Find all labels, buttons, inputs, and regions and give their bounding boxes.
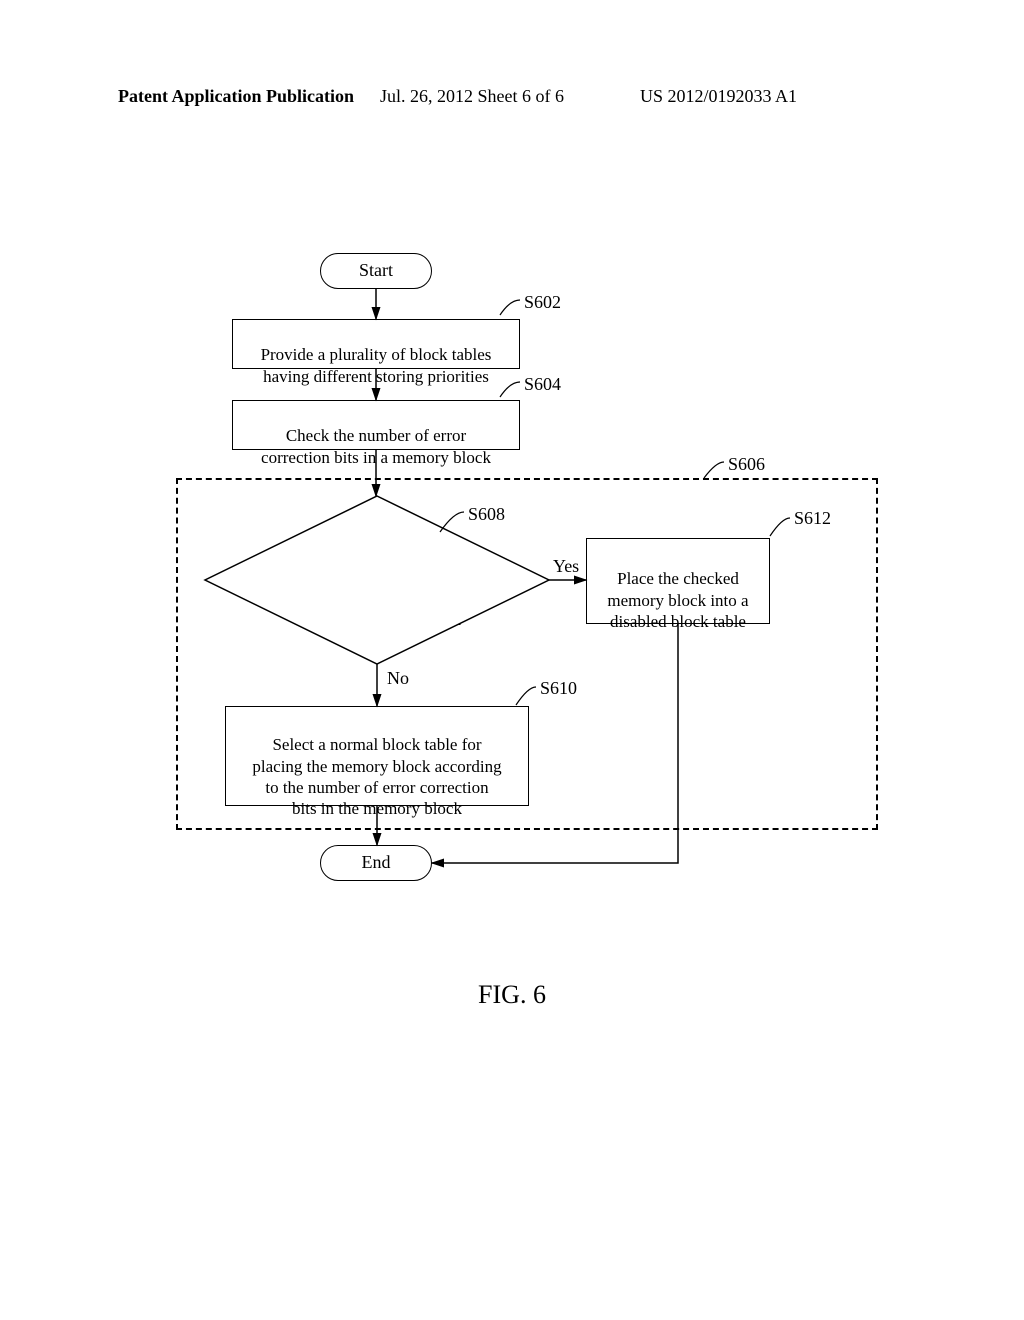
yes-label: Yes (553, 556, 579, 577)
label-s602: S602 (524, 292, 561, 313)
label-s608: S608 (468, 504, 505, 525)
end-label: End (362, 852, 391, 872)
lead-s606 (704, 462, 724, 478)
figure-label: FIG. 6 (0, 980, 1024, 1010)
label-s606: S606 (728, 454, 765, 475)
lead-s602 (500, 300, 520, 315)
header-right: US 2012/0192033 A1 (640, 86, 797, 107)
s604-text: Check the number of error correction bit… (261, 426, 491, 466)
process-s602: Provide a plurality of block tables havi… (232, 319, 520, 369)
process-s612: Place the checked memory block into a di… (586, 538, 770, 624)
end-terminal: End (320, 845, 432, 881)
s612-text: Place the checked memory block into a di… (607, 569, 748, 631)
s608-text: Determine wheter the number of error cor… (255, 546, 498, 650)
label-s610: S610 (540, 678, 577, 699)
s602-text: Provide a plurality of block tables havi… (261, 345, 492, 385)
label-s612: S612 (794, 508, 831, 529)
decision-s608-text: Determine wheter the number of error cor… (225, 524, 529, 644)
start-label: Start (359, 260, 393, 280)
header-left: Patent Application Publication (118, 86, 354, 107)
label-s604: S604 (524, 374, 561, 395)
process-s610: Select a normal block table for placing … (225, 706, 529, 806)
patent-page: Patent Application Publication Jul. 26, … (0, 0, 1024, 1320)
start-terminal: Start (320, 253, 432, 289)
no-label: No (387, 668, 409, 689)
s610-text: Select a normal block table for placing … (252, 735, 501, 818)
header-center: Jul. 26, 2012 Sheet 6 of 6 (380, 86, 564, 107)
lead-s604 (500, 382, 520, 397)
process-s604: Check the number of error correction bit… (232, 400, 520, 450)
